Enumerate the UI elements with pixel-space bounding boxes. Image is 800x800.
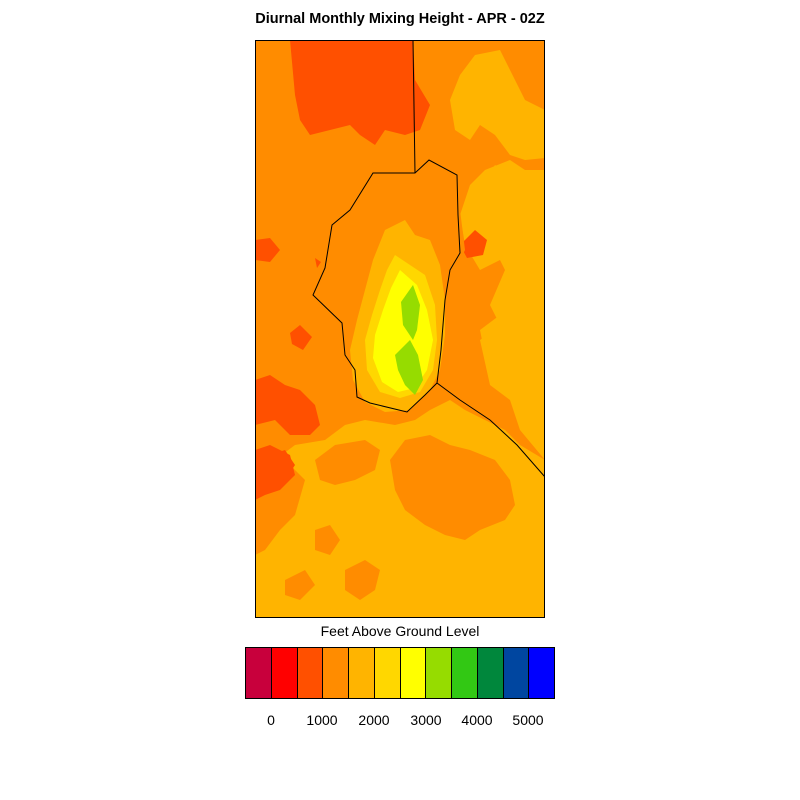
tick-label: 0 bbox=[267, 712, 275, 728]
colorbar-swatch bbox=[271, 648, 298, 698]
boundary-southeast-line bbox=[436, 382, 545, 478]
tick-label: 1000 bbox=[306, 712, 338, 728]
mixing-height-map bbox=[255, 40, 545, 618]
contour-red-west bbox=[255, 375, 320, 435]
contour-orange-south-e bbox=[315, 525, 340, 555]
map-title: Diurnal Monthly Mixing Height - APR - 02… bbox=[255, 11, 545, 27]
colorbar-swatch bbox=[503, 648, 530, 698]
contour-yellow-green-lower bbox=[395, 340, 423, 395]
contour-orange-south-f bbox=[285, 570, 315, 600]
colorbar-swatch bbox=[477, 648, 504, 698]
contour-orange-south-d bbox=[345, 560, 380, 600]
colorbar bbox=[245, 647, 555, 699]
boundary-north-line bbox=[412, 40, 416, 174]
colorbar-swatch bbox=[452, 648, 478, 698]
colorbar-title: Feet Above Ground Level bbox=[320, 623, 480, 639]
colorbar-swatch bbox=[426, 648, 452, 698]
map-canvas bbox=[255, 40, 545, 618]
contour-red-spot4 bbox=[315, 258, 321, 268]
contour-orange-south-b bbox=[315, 440, 380, 485]
colorbar-tick-labels: 0 1000 2000 3000 4000 5000 bbox=[0, 712, 800, 732]
contour-orange-south-a bbox=[390, 435, 515, 540]
contour-red-spot1 bbox=[290, 325, 312, 350]
colorbar-swatch bbox=[374, 648, 401, 698]
tick-label: 4000 bbox=[461, 712, 493, 728]
contour-red-spot2 bbox=[460, 230, 487, 258]
contour-amber-east bbox=[450, 50, 545, 160]
contour-red-west3 bbox=[270, 450, 295, 480]
tick-label: 5000 bbox=[512, 712, 544, 728]
colorbar-swatch bbox=[297, 648, 324, 698]
colorbar-swatch bbox=[400, 648, 427, 698]
map-frame bbox=[255, 40, 545, 618]
contour-amber-east2 bbox=[460, 160, 545, 405]
tick-label: 2000 bbox=[358, 712, 390, 728]
colorbar-swatch bbox=[349, 648, 375, 698]
colorbar-swatch bbox=[529, 648, 554, 698]
contour-red-edge bbox=[255, 238, 280, 262]
contour-yellow-green-upper bbox=[401, 285, 420, 340]
boundary-polygon bbox=[312, 159, 461, 413]
contour-red-north bbox=[290, 40, 430, 145]
colorbar-swatch bbox=[246, 648, 272, 698]
colorbar-swatch bbox=[323, 648, 349, 698]
tick-label: 3000 bbox=[410, 712, 442, 728]
